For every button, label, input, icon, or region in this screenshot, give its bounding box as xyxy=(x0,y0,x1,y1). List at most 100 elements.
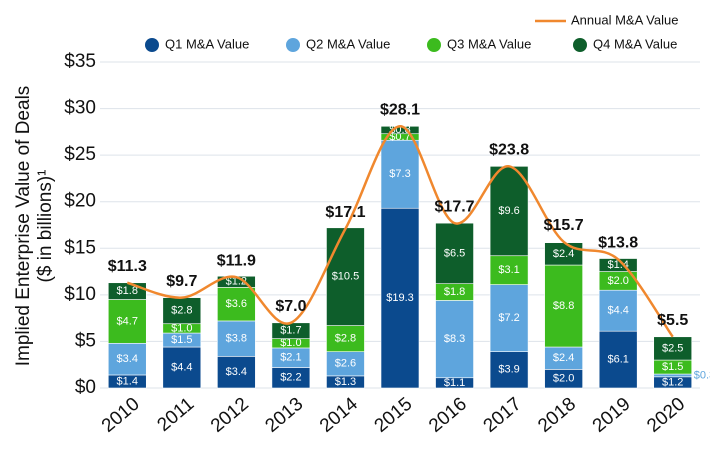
x-tick-label: 2019 xyxy=(589,394,635,437)
bar-segment xyxy=(598,289,638,332)
total-label: $17.1 xyxy=(325,204,365,221)
value-label: $0.8 xyxy=(389,124,410,136)
legend-swatch xyxy=(573,38,587,52)
value-label: $1.5 xyxy=(662,361,683,373)
bar-segment xyxy=(489,351,529,389)
value-label: $3.6 xyxy=(226,298,247,310)
value-label: $2.8 xyxy=(335,333,356,345)
total-label: $7.0 xyxy=(275,298,306,315)
value-label: $4.7 xyxy=(117,315,138,327)
y-tick-label: $20 xyxy=(64,191,96,212)
bar-segment xyxy=(217,356,256,389)
value-label: $3.1 xyxy=(498,264,519,276)
y-axis-label: ($ in billions)¹ xyxy=(35,170,56,283)
legend-swatch xyxy=(145,38,159,52)
bar-segment xyxy=(107,299,147,344)
bar-segment xyxy=(435,222,474,284)
total-label: $23.8 xyxy=(489,142,529,159)
bar-segment xyxy=(380,207,420,389)
legend-label: Q2 M&A Value xyxy=(306,36,390,51)
bar-segment xyxy=(162,346,202,389)
value-label: $19.3 xyxy=(386,292,414,304)
total-label: $17.7 xyxy=(435,198,475,215)
x-tick-label: 2013 xyxy=(261,394,307,437)
value-label: $1.0 xyxy=(280,337,301,349)
bar-segment xyxy=(489,166,529,257)
y-tick-label: $35 xyxy=(64,51,96,72)
bar-segment xyxy=(489,255,529,285)
y-tick-label: $5 xyxy=(75,330,96,351)
value-label: $4.4 xyxy=(171,361,192,373)
legend-swatch xyxy=(427,38,441,52)
value-label: $2.4 xyxy=(553,248,574,260)
x-tick-label: 2014 xyxy=(316,393,362,437)
y-tick-label: $25 xyxy=(64,144,96,165)
y-tick-label: $30 xyxy=(64,98,96,119)
value-label: $7.2 xyxy=(498,312,519,324)
value-label: $1.8 xyxy=(444,286,465,298)
value-label: $1.0 xyxy=(171,322,192,334)
value-label: $3.4 xyxy=(226,366,247,378)
legend-label: Annual M&A Value xyxy=(571,12,678,27)
value-label: $3.8 xyxy=(226,333,247,345)
bar-segment xyxy=(162,297,202,325)
value-label: $10.5 xyxy=(332,271,360,283)
bar-segment xyxy=(435,300,474,379)
bar-segment xyxy=(217,320,256,357)
value-label: $8.8 xyxy=(553,300,574,312)
x-tick-label: 2017 xyxy=(480,394,526,437)
value-label: $1.5 xyxy=(171,334,192,346)
x-tick-label: 2015 xyxy=(371,394,417,437)
bar-segment xyxy=(544,264,583,348)
total-label: $28.1 xyxy=(380,101,420,118)
bar-segment xyxy=(217,287,256,322)
total-label: $13.8 xyxy=(598,235,638,252)
legend-label: Q4 M&A Value xyxy=(593,36,677,51)
total-label: $5.5 xyxy=(657,312,688,329)
value-label: $1.4 xyxy=(607,259,628,271)
bar-segment xyxy=(380,139,420,209)
value-label: $9.6 xyxy=(498,205,519,217)
bar-segment xyxy=(653,373,693,378)
bar-segment xyxy=(326,227,365,326)
value-label: $1.3 xyxy=(335,376,356,388)
value-label: $8.3 xyxy=(444,333,465,345)
value-label: $1.8 xyxy=(117,285,138,297)
value-label: $1.7 xyxy=(280,325,301,337)
total-label: $9.7 xyxy=(166,273,197,290)
value-label: $1.2 xyxy=(662,376,683,388)
y-tick-label: $15 xyxy=(64,237,96,258)
legend-label: Q3 M&A Value xyxy=(447,36,531,51)
y-axis-label: Implied Enterprise Value of Deals xyxy=(13,86,34,367)
value-label: $2.0 xyxy=(553,373,574,385)
value-label: $6.1 xyxy=(607,353,628,365)
value-label: $2.1 xyxy=(280,352,301,364)
legend-label: Q1 M&A Value xyxy=(165,36,249,51)
y-tick-label: $10 xyxy=(64,284,96,305)
value-label: $2.8 xyxy=(171,305,192,317)
x-tick-label: 2010 xyxy=(98,394,144,437)
value-label: $2.6 xyxy=(335,358,356,370)
total-label: $11.3 xyxy=(108,258,147,275)
y-tick-label: $0 xyxy=(75,377,96,398)
value-label: $0.3 xyxy=(694,369,710,381)
x-tick-label: 2016 xyxy=(425,394,471,437)
value-label: $2.5 xyxy=(662,342,683,354)
x-tick-label: 2018 xyxy=(534,394,580,437)
bar-segment xyxy=(489,284,529,352)
value-label: $2.2 xyxy=(280,372,301,384)
value-label: $1.1 xyxy=(444,377,465,389)
total-line xyxy=(126,125,674,338)
legend-swatch xyxy=(286,38,300,52)
value-label: $3.4 xyxy=(117,353,138,365)
value-label: $1.4 xyxy=(117,375,138,387)
value-label: $6.5 xyxy=(444,247,465,259)
total-label: $15.7 xyxy=(544,217,584,234)
value-label: $7.3 xyxy=(389,168,410,180)
value-label: $2.0 xyxy=(607,275,628,287)
bar-segment xyxy=(107,342,147,376)
x-tick-label: 2020 xyxy=(643,394,689,437)
x-tick-label: 2012 xyxy=(207,394,253,437)
total-label: $11.9 xyxy=(217,252,256,269)
